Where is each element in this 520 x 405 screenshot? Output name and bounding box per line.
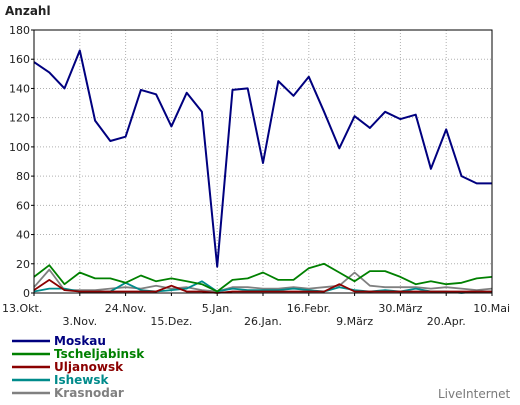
x-tick-label: 26.Jan.	[244, 315, 282, 328]
x-tick-label: 30.März	[378, 302, 422, 315]
plot-frame	[33, 29, 493, 294]
x-tick-label: 10.Mai	[473, 302, 510, 315]
x-tick-label: 15.Dez.	[150, 315, 192, 328]
x-tick-label: 24.Nov.	[105, 302, 147, 315]
series-line-krasnodar	[33, 268, 493, 293]
y-tick-label: 120	[9, 112, 30, 125]
x-axis-labels: 13.Okt. 3.Nov. 24.Nov.15.Dez. 5.Jan. 26.Jan.…	[2, 293, 510, 328]
y-tick-label: 140	[9, 82, 30, 95]
brand-label: LiveInternet	[438, 387, 510, 401]
y-tick-label: 160	[9, 53, 30, 66]
x-tick-label: 20.Apr.	[427, 315, 466, 328]
y-tick-label: 40	[16, 229, 30, 242]
series-lines	[33, 49, 493, 294]
legend-label: Ishewsk	[54, 373, 110, 387]
series-line-moskau	[33, 49, 492, 268]
legend-label: Tscheljabinsk	[54, 347, 145, 361]
series-line-uljanowsk	[33, 278, 492, 294]
y-tick-label: 0	[23, 287, 30, 300]
x-tick-label: 5.Jan.	[202, 302, 233, 315]
legend-label: Moskau	[54, 334, 106, 348]
legend-label: Uljanowsk	[54, 360, 124, 374]
x-tick-label: 3.Nov.	[62, 315, 97, 328]
x-tick-label: 9.März	[336, 315, 373, 328]
y-tick-label: 20	[16, 258, 30, 271]
y-tick-label: 60	[16, 199, 30, 212]
legend: MoskauTscheljabinskUljanowskIshewskKrasn…	[12, 334, 145, 400]
x-tick-label: 13.Okt.	[2, 302, 42, 315]
y-axis-title: Anzahl	[5, 4, 51, 18]
y-tick-label: 100	[9, 141, 30, 154]
legend-label: Krasnodar	[54, 386, 124, 400]
x-tick-label: 16.Febr.	[287, 302, 331, 315]
y-tick-label: 180	[9, 24, 30, 37]
y-tick-label: 80	[16, 170, 30, 183]
series-line-tscheljabinsk	[33, 262, 493, 293]
y-axis-labels: 0 20 40 60 80 100 120 140 160 180	[9, 24, 34, 300]
